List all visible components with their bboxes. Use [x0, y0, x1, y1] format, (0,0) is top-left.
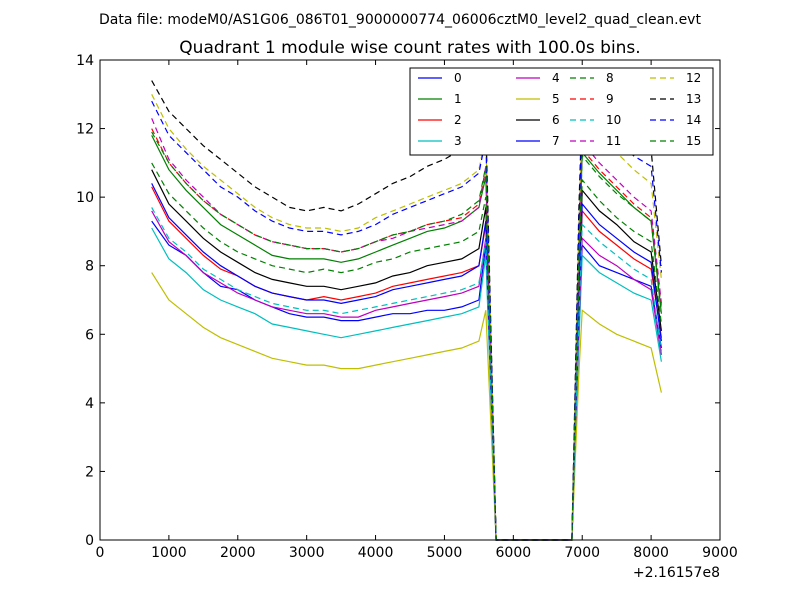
legend-label-6: 6 — [552, 113, 560, 127]
x-tick-label: 1000 — [151, 545, 187, 561]
legend-label-1: 1 — [454, 92, 462, 106]
legend-label-8: 8 — [606, 71, 614, 85]
x-tick-label: 6000 — [496, 545, 532, 561]
series-line-11 — [151, 118, 662, 541]
y-tick-label: 10 — [76, 190, 94, 206]
x-axis-offset-label: +2.16157e8 — [633, 565, 720, 581]
series-line-14 — [151, 100, 662, 541]
series-line-0 — [151, 220, 662, 541]
legend-label-14: 14 — [686, 113, 701, 127]
series-line-6 — [151, 169, 662, 541]
y-tick-label: 2 — [85, 464, 94, 480]
x-tick-label: 3000 — [289, 545, 325, 561]
y-tick-label: 8 — [85, 259, 94, 275]
y-tick-label: 14 — [76, 53, 94, 69]
legend-label-5: 5 — [552, 92, 560, 106]
x-tick-label: 0 — [96, 545, 105, 561]
series-layer — [151, 80, 662, 541]
x-tick-label: 4000 — [358, 545, 394, 561]
legend-label-4: 4 — [552, 71, 560, 85]
ticks-layer: 0 1000 2000 3000 4000 5000 6000 7000 8000 9000 0 2 4… — [76, 53, 738, 561]
x-tick-label: 8000 — [633, 545, 669, 561]
y-tick-label: 6 — [85, 327, 94, 343]
legend-label-15: 15 — [686, 134, 701, 148]
legend-label-12: 12 — [686, 71, 701, 85]
legend-label-7: 7 — [552, 134, 560, 148]
series-line-12 — [151, 94, 662, 541]
series-line-1 — [151, 135, 662, 541]
series-line-15 — [151, 131, 662, 541]
series-line-5 — [151, 272, 662, 541]
series-line-4 — [151, 210, 662, 541]
legend-label-10: 10 — [606, 113, 621, 127]
x-tick-label: 5000 — [427, 545, 463, 561]
x-tick-label: 2000 — [220, 545, 256, 561]
series-line-10 — [151, 207, 662, 541]
series-line-9 — [151, 128, 662, 541]
chart-suptitle: Data file: modeM0/AS1G06_086T01_90000007… — [99, 12, 701, 28]
y-tick-label: 12 — [76, 122, 94, 138]
legend-label-2: 2 — [454, 113, 462, 127]
y-tick-label: 4 — [85, 396, 94, 412]
axes-frame — [99, 59, 721, 541]
legend-label-9: 9 — [606, 92, 614, 106]
series-line-7 — [151, 183, 662, 541]
legend-label-3: 3 — [454, 134, 462, 148]
y-tick-label: 0 — [85, 533, 94, 549]
series-line-8 — [151, 162, 662, 541]
chart-title: Quadrant 1 module wise count rates with … — [179, 38, 640, 58]
legend-label-0: 0 — [454, 71, 462, 85]
x-tick-label: 7000 — [564, 545, 600, 561]
x-tick-label: 9000 — [702, 545, 738, 561]
legend-label-13: 13 — [686, 92, 701, 106]
series-line-3 — [151, 227, 662, 541]
legend-label-11: 11 — [606, 134, 621, 148]
